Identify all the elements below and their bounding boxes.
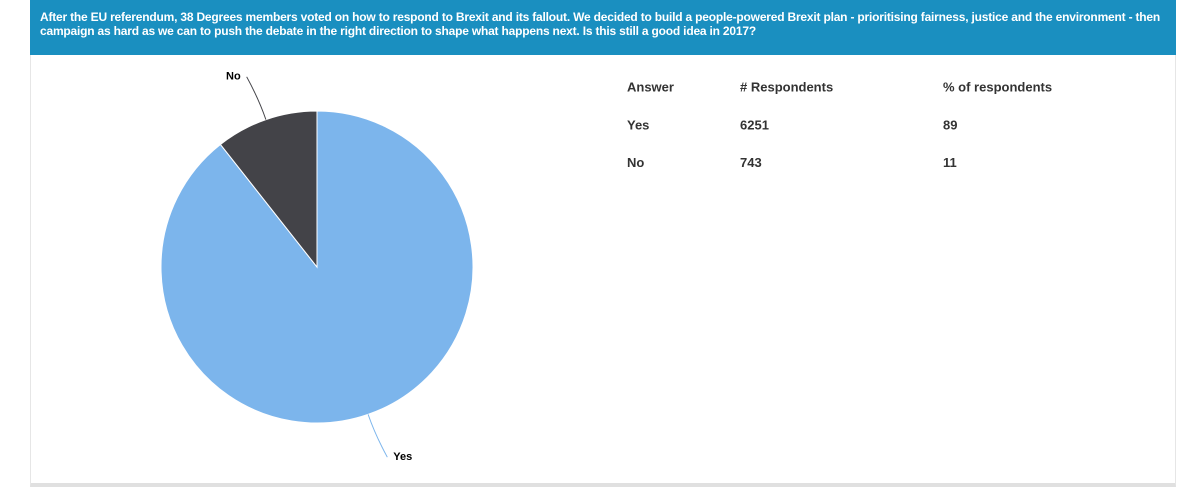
pie-label: No — [226, 71, 241, 83]
table-cell: 11 — [943, 155, 957, 170]
question-header: After the EU referendum, 38 Degrees memb… — [30, 0, 1176, 55]
table-header: % of respondents — [943, 79, 1052, 94]
table-cell: 89 — [943, 117, 957, 132]
pie-label: Yes — [393, 451, 412, 463]
table-cell: 743 — [740, 155, 762, 170]
table-cell: 6251 — [740, 117, 769, 132]
pie-slice — [219, 110, 318, 269]
table-header: Answer — [627, 79, 674, 94]
label-connector — [246, 76, 267, 120]
table-header: # Respondents — [740, 79, 833, 94]
table-cell: Yes — [627, 117, 649, 132]
table-cell: No — [627, 155, 644, 170]
panel — [30, 55, 1176, 487]
label-connector — [367, 414, 388, 458]
